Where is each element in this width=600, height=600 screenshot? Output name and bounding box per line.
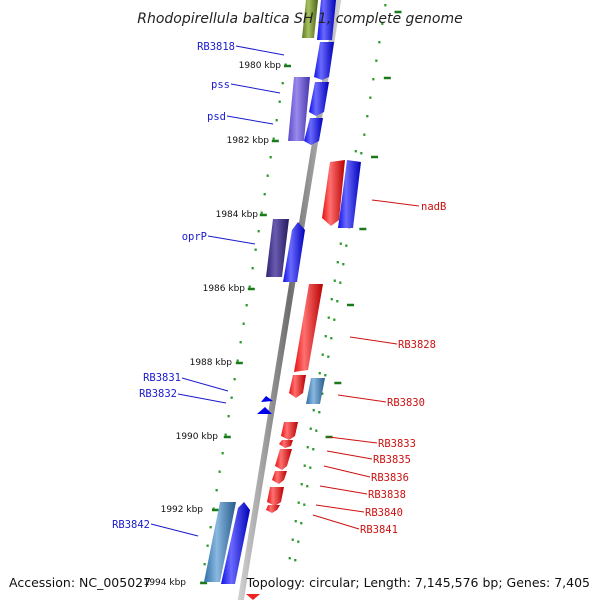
gene-label-oprp[interactable]: oprP [182, 231, 207, 243]
gene-reverse-rb3836[interactable] [275, 449, 292, 470]
tick-label: 1986 kbp [203, 284, 246, 294]
gene-forward-oprp[interactable] [283, 222, 305, 282]
gene-olive-top[interactable] [302, 0, 318, 38]
tick-label: 1994 kbp [144, 578, 187, 588]
tick-label: 1990 kbp [176, 432, 219, 442]
gene-label-rb3836[interactable]: RB3836 [371, 472, 409, 484]
map-title: Rhodopirellula baltica SH 1, complete ge… [137, 11, 463, 27]
gene-reverse-bottom[interactable] [246, 594, 260, 600]
axis-tick-labels: 1980 kbp 1982 kbp 1984 kbp 1986 kbp 1988… [144, 61, 282, 588]
gene-reverse-rb3838[interactable] [272, 471, 287, 484]
gene-label-pss[interactable]: pss [211, 79, 230, 91]
gene-label-rb3841[interactable]: RB3841 [360, 524, 398, 536]
gene-forward-rb3842[interactable] [221, 502, 250, 584]
gene-label-rb3818[interactable]: RB3818 [197, 41, 235, 53]
gene-reverse-rb3840[interactable] [267, 487, 284, 506]
gene-label-nadb[interactable]: nadB [421, 201, 446, 213]
gene-label-rb3832[interactable]: RB3832 [139, 388, 177, 400]
gene-label-rb3842[interactable]: RB3842 [112, 519, 150, 531]
gene-reverse-rb3830[interactable] [289, 375, 306, 398]
tick-label: 1980 kbp [239, 61, 282, 71]
gene-reverse-nadb[interactable] [322, 160, 345, 226]
accession-text: Accession: NC_005027 [9, 575, 151, 590]
gene-label-rb3828[interactable]: RB3828 [398, 339, 436, 351]
gene-oprp-block[interactable] [266, 219, 289, 277]
gene-forward-rb3831[interactable] [261, 396, 273, 402]
gene-label-rb3830[interactable]: RB3830 [387, 397, 425, 409]
topology-text: Topology: circular; Length: 7,145,576 bp… [246, 575, 590, 590]
gene-reverse-rb3841[interactable] [266, 505, 280, 513]
gene-reverse-rb3833[interactable] [281, 422, 298, 440]
gene-reverse-rb3828[interactable] [294, 284, 323, 372]
gene-label-rb3840[interactable]: RB3840 [365, 507, 403, 519]
gene-reverse-rb3835[interactable] [279, 440, 293, 448]
gene-label-rb3833[interactable]: RB3833 [378, 438, 416, 450]
forward-gene-labels: RB3818 pss psd oprP RB3831 RB3832 RB3842 [112, 41, 235, 531]
gene-label-rb3831[interactable]: RB3831 [143, 372, 181, 384]
gene-forward-pss[interactable] [309, 82, 329, 116]
gene-features [204, 0, 361, 600]
gene-label-rb3835[interactable]: RB3835 [373, 454, 411, 466]
gene-rb3842-block[interactable] [204, 502, 236, 582]
reverse-gene-labels: nadB RB3828 RB3830 RB3833 RB3835 RB3836 … [360, 201, 446, 536]
gene-label-psd[interactable]: psd [207, 111, 226, 123]
label-connectors [150, 45, 420, 537]
axis-ticks [200, 10, 402, 585]
gene-rb3830-block[interactable] [306, 378, 325, 404]
gene-pss-block[interactable] [288, 77, 310, 141]
gene-forward-rb3818[interactable] [314, 42, 334, 80]
tick-label: 1982 kbp [227, 136, 270, 146]
gene-forward-rb3832[interactable] [257, 407, 272, 414]
tick-label: 1984 kbp [216, 210, 259, 220]
gene-forward-top[interactable] [317, 0, 336, 40]
gene-forward-psd[interactable] [304, 118, 323, 145]
tick-label: 1992 kbp [161, 505, 204, 515]
gene-forward-nadb[interactable] [338, 160, 361, 228]
gene-label-rb3838[interactable]: RB3838 [368, 489, 406, 501]
tick-label: 1988 kbp [190, 358, 233, 368]
